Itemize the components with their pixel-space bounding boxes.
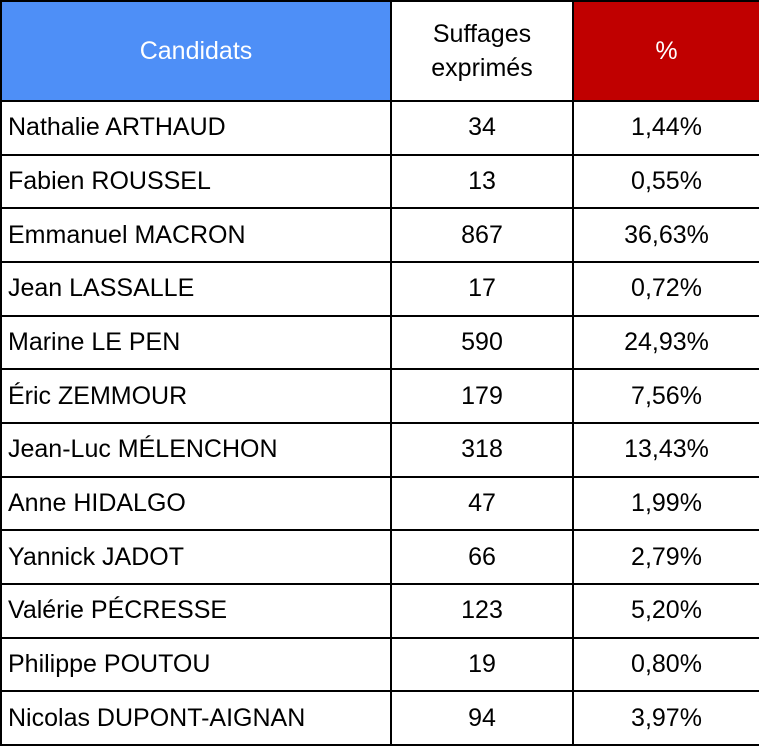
votes-cell: 867 [390,207,574,264]
percent-cell: 3,97% [572,690,759,746]
candidate-name: Jean LASSALLE [0,261,392,317]
table-row: Philippe POUTOU 19 0,80% [0,636,759,693]
percent-cell: 13,43% [572,422,759,478]
candidate-name: Anne HIDALGO [0,475,392,532]
votes-cell: 34 [390,100,574,156]
percent-cell: 7,56% [572,368,759,425]
votes-cell: 179 [390,368,574,425]
votes-cell: 13 [390,153,574,210]
votes-cell: 94 [390,690,574,746]
percent-cell: 5,20% [572,583,759,639]
header-cell: Suffages exprimés [390,0,574,103]
table-row: Yannick JADOT 66 2,79% [0,529,759,585]
candidate-name: Nathalie ARTHAUD [0,100,392,156]
candidate-name: Éric ZEMMOUR [0,368,392,425]
percent-cell: 24,93% [572,314,759,371]
candidate-name: Jean-Luc MÉLENCHON [0,422,392,478]
table-row: Fabien ROUSSEL 13 0,55% [0,153,759,210]
votes-cell: 47 [390,475,574,532]
percent-cell: 2,79% [572,529,759,585]
table-row: Nicolas DUPONT-AIGNAN 94 3,97% [0,690,759,746]
table-row: Jean-Luc MÉLENCHON 318 13,43% [0,422,759,478]
votes-cell: 66 [390,529,574,585]
table-row: Nathalie ARTHAUD 34 1,44% [0,100,759,156]
votes-cell: 19 [390,636,574,693]
candidate-name: Valérie PÉCRESSE [0,583,392,639]
header-row: Candidats Suffages exprimés % [0,0,759,103]
candidate-name: Marine LE PEN [0,314,392,371]
table-row: Emmanuel MACRON 867 36,63% [0,207,759,264]
votes-cell: 590 [390,314,574,371]
votes-cell: 123 [390,583,574,639]
candidate-name: Emmanuel MACRON [0,207,392,264]
candidate-name: Fabien ROUSSEL [0,153,392,210]
table-row: Valérie PÉCRESSE 123 5,20% [0,583,759,639]
header-cell: % [572,0,759,103]
table-row: Jean LASSALLE 17 0,72% [0,261,759,317]
votes-cell: 318 [390,422,574,478]
header-cell: Candidats [0,0,392,103]
candidate-name: Nicolas DUPONT-AIGNAN [0,690,392,746]
percent-cell: 1,44% [572,100,759,156]
percent-cell: 0,72% [572,261,759,317]
percent-cell: 0,80% [572,636,759,693]
table-row: Anne HIDALGO 47 1,99% [0,475,759,532]
percent-cell: 0,55% [572,153,759,210]
candidate-name: Yannick JADOT [0,529,392,585]
percent-cell: 1,99% [572,475,759,532]
percent-cell: 36,63% [572,207,759,264]
candidate-name: Philippe POUTOU [0,636,392,693]
votes-cell: 17 [390,261,574,317]
table-row: Éric ZEMMOUR 179 7,56% [0,368,759,425]
table-row: Marine LE PEN 590 24,93% [0,314,759,371]
